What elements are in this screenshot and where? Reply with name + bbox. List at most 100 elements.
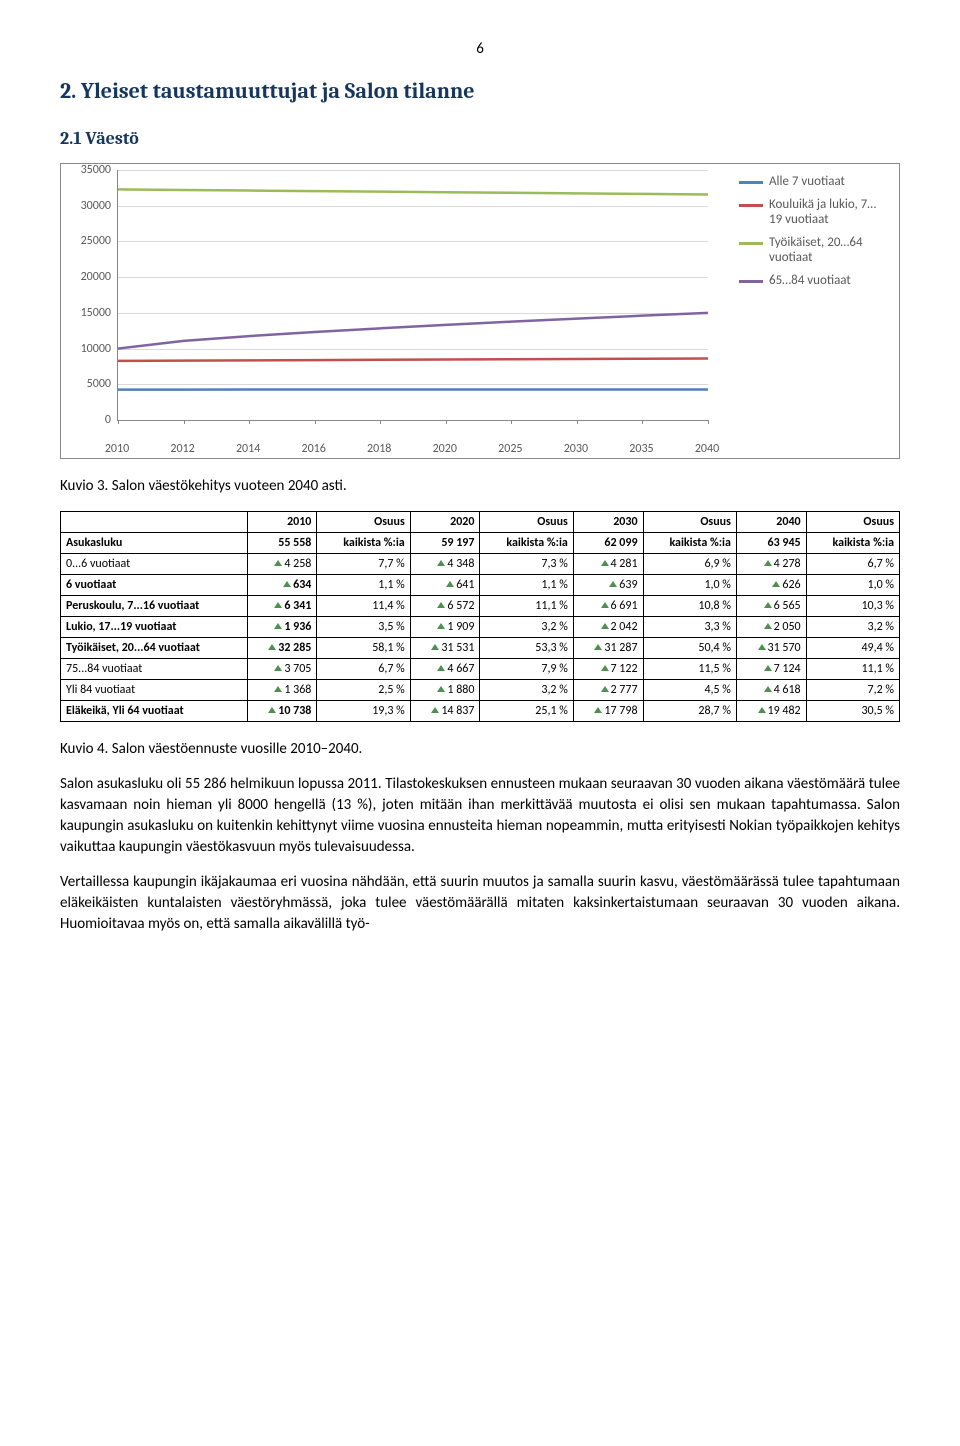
data-marker-icon xyxy=(274,665,282,671)
row-label: Eläkeikä, Yli 64 vuotiaat xyxy=(61,701,248,722)
cell-value: kaikista %:ia xyxy=(669,536,730,550)
row-label: Lukio, 17...19 vuotiaat xyxy=(61,617,248,638)
cell-value: 31 531 xyxy=(441,641,474,655)
x-axis-tick: 2012 xyxy=(170,442,194,456)
cell-value: 4 278 xyxy=(774,557,801,571)
table-cell: 2,5 % xyxy=(317,680,410,701)
table-cell: kaikista %:ia xyxy=(317,533,410,554)
cell-value: 11,4 % xyxy=(372,599,405,613)
table-cell: 6 341 xyxy=(247,596,317,617)
table-cell: 28,7 % xyxy=(643,701,736,722)
table-cell: 49,4 % xyxy=(806,638,899,659)
table-cell: 7,2 % xyxy=(806,680,899,701)
table-cell: 55 558 xyxy=(247,533,317,554)
cell-value: 4 618 xyxy=(774,683,801,697)
body-paragraph: Vertaillessa kaupungin ikäjakaumaa eri v… xyxy=(60,872,900,935)
row-label: Asukasluku xyxy=(61,533,248,554)
table-header: 2010 xyxy=(247,512,317,533)
cell-value: 2,5 % xyxy=(378,683,404,697)
cell-value: 30,5 % xyxy=(861,704,894,718)
cell-value: kaikista %:ia xyxy=(343,536,404,550)
table-cell: 4,5 % xyxy=(643,680,736,701)
cell-value: 2 042 xyxy=(611,620,638,634)
table-cell: 7,9 % xyxy=(480,659,573,680)
table-cell: 30,5 % xyxy=(806,701,899,722)
table-cell: 1 909 xyxy=(410,617,480,638)
row-label: 0...6 vuotiaat xyxy=(61,554,248,575)
cell-value: kaikista %:ia xyxy=(506,536,567,550)
cell-value: 6 691 xyxy=(611,599,638,613)
cell-value: 4 258 xyxy=(284,557,311,571)
cell-value: 7,3 % xyxy=(541,557,567,571)
table-cell: 4 348 xyxy=(410,554,480,575)
chart-plot-area xyxy=(117,170,708,421)
data-marker-icon xyxy=(437,665,445,671)
chart-series-line xyxy=(118,358,708,360)
cell-value: 7,9 % xyxy=(541,662,567,676)
cell-value: 55 558 xyxy=(278,536,311,550)
y-axis-tick: 30000 xyxy=(61,199,111,213)
table-header: Osuus xyxy=(317,512,410,533)
cell-value: 1 936 xyxy=(284,620,311,634)
table-cell: 10,3 % xyxy=(806,596,899,617)
table-cell: 639 xyxy=(573,575,643,596)
table-header xyxy=(61,512,248,533)
cell-value: 49,4 % xyxy=(861,641,894,655)
table-cell: 1,1 % xyxy=(317,575,410,596)
x-axis-tick: 2020 xyxy=(433,442,457,456)
legend-swatch xyxy=(739,280,763,283)
row-label: Työikäiset, 20...64 vuotiaat xyxy=(61,638,248,659)
chart-series-line xyxy=(118,313,708,349)
table-row: Asukasluku 55 558 kaikista %:ia 59 197 kaiki… xyxy=(61,533,900,554)
table-row: Lukio, 17...19 vuotiaat1 9363,5 %1 9093,… xyxy=(61,617,900,638)
cell-value: 31 287 xyxy=(604,641,637,655)
section-title: 2. Yleiset taustamuuttujat ja Salon tila… xyxy=(60,78,900,104)
cell-value: 14 837 xyxy=(441,704,474,718)
data-marker-icon xyxy=(772,581,780,587)
table-cell: kaikista %:ia xyxy=(806,533,899,554)
data-marker-icon xyxy=(764,665,772,671)
table-cell: 1 368 xyxy=(247,680,317,701)
table-cell: 62 099 xyxy=(573,533,643,554)
cell-value: 1,0 % xyxy=(704,578,730,592)
row-label: 75...84 vuotiaat xyxy=(61,659,248,680)
cell-value: 1 368 xyxy=(284,683,311,697)
table-cell: 2 042 xyxy=(573,617,643,638)
x-axis-tick: 2030 xyxy=(564,442,588,456)
table-cell: 3 705 xyxy=(247,659,317,680)
table-cell: 59 197 xyxy=(410,533,480,554)
table-cell: 10 738 xyxy=(247,701,317,722)
data-marker-icon xyxy=(437,686,445,692)
legend-label: Kouluikä ja lukio, 7…19 vuotiaat xyxy=(769,197,889,227)
legend-swatch xyxy=(739,204,763,207)
y-axis-tick: 25000 xyxy=(61,234,111,248)
table-header: Osuus xyxy=(480,512,573,533)
table-cell: 7 124 xyxy=(736,659,806,680)
cell-value: 6,7 % xyxy=(868,557,894,571)
legend-item: Työikäiset, 20…64 vuotiaat xyxy=(739,235,889,265)
table-cell: 31 570 xyxy=(736,638,806,659)
legend-item: Alle 7 vuotiaat xyxy=(739,174,889,189)
table-header: 2020 xyxy=(410,512,480,533)
table-cell: 1 880 xyxy=(410,680,480,701)
data-marker-icon xyxy=(601,686,609,692)
table-cell: 1 936 xyxy=(247,617,317,638)
table-cell: 58,1 % xyxy=(317,638,410,659)
data-marker-icon xyxy=(437,602,445,608)
cell-value: 1 909 xyxy=(447,620,474,634)
table-cell: kaikista %:ia xyxy=(643,533,736,554)
y-axis-tick: 15000 xyxy=(61,306,111,320)
cell-value: 2 777 xyxy=(611,683,638,697)
table-cell: 11,1 % xyxy=(806,659,899,680)
body-paragraph: Salon asukasluku oli 55 286 helmikuun lo… xyxy=(60,774,900,858)
table-row: 6 vuotiaat6341,1 %6411,1 %6391,0 %6261,0… xyxy=(61,575,900,596)
data-marker-icon xyxy=(764,560,772,566)
x-axis-tick: 2040 xyxy=(695,442,719,456)
x-axis-tick: 2035 xyxy=(629,442,653,456)
table-cell: 7,3 % xyxy=(480,554,573,575)
cell-value: 6,7 % xyxy=(378,662,404,676)
cell-value: 1,1 % xyxy=(378,578,404,592)
table-cell: 1,0 % xyxy=(806,575,899,596)
cell-value: 4 667 xyxy=(447,662,474,676)
chart-caption: Kuvio 3. Salon väestökehitys vuoteen 204… xyxy=(60,477,900,495)
